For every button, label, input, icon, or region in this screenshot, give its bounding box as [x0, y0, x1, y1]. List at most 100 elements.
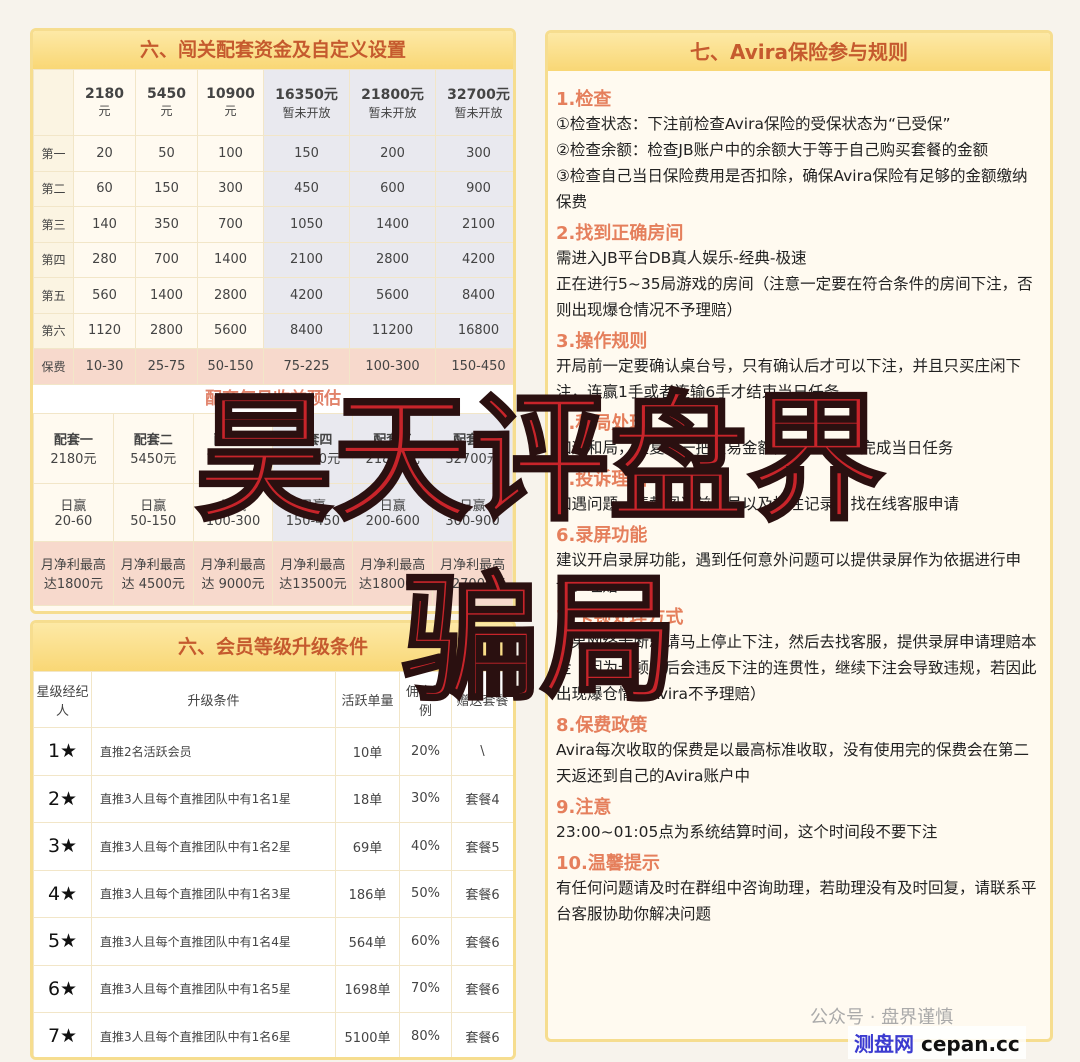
cell: 20 [73, 135, 136, 172]
column-header: 赠送套餐 [451, 671, 513, 728]
package-text: 日赢 [60, 499, 87, 514]
package-cell: 月净利最高 达18000元 [352, 540, 434, 606]
package-cell: 日赢 100-300 [192, 482, 274, 542]
cell: 5★ [33, 917, 92, 966]
cell: 25-75 [135, 348, 198, 385]
rule-text: Avira每次收取的保费是以最高标准收取，没有使用完的保费会在第二天返还到自己的… [556, 741, 1030, 785]
cell: 80% [399, 1012, 452, 1057]
cell: 20% [399, 727, 452, 776]
data-row: 第三 140 350 700 1050 1400 2100 [33, 206, 513, 243]
package-text: 达 9000元 [201, 577, 265, 592]
cell: 5600 [197, 312, 264, 349]
cell: 564单 [335, 917, 400, 966]
data-row: 第一 20 50 100 150 200 300 [33, 135, 513, 172]
package-text: 日赢 [220, 499, 247, 514]
column-header: 活跃单量 [335, 671, 400, 728]
column-header: 10900 元 [197, 69, 264, 136]
data-row: 第四 280 700 1400 2100 2800 4200 [33, 241, 513, 278]
cell: 直推3人且每个直推团队中有1名3星 [91, 869, 336, 918]
cell: 16800 [435, 312, 513, 349]
package-text: 日赢 [379, 499, 406, 514]
rule-heading: 4.和局处理 [556, 413, 648, 434]
package-text: 10900元 [205, 452, 261, 467]
cell: 50% [399, 869, 452, 918]
cell: 600 [349, 170, 436, 207]
cell: 直推3人且每个直推团队中有1名2星 [91, 822, 336, 871]
cell: 4★ [33, 869, 92, 918]
package-cell: 日赢 20-60 [33, 482, 114, 542]
cell: 10单 [335, 727, 400, 776]
rule-heading: 2.找到正确房间 [556, 223, 684, 244]
cell: 直推2名活跃会员 [91, 727, 336, 776]
site-cn: 测盘网 [854, 1032, 914, 1056]
rules-content: 1.检查 ①检查状态：下注前检查Avira保险的受保状态为“已受保” ②检查余额：检… [548, 71, 1050, 927]
cell: 50 [135, 135, 198, 172]
package-cell: 配套二 5450元 [112, 412, 194, 484]
cell: 60 [73, 170, 136, 207]
rule-heading: 3.操作规则 [556, 331, 648, 352]
package-text: 日赢 [140, 499, 167, 514]
cell: 280 [73, 241, 136, 278]
row-label: 保费 [33, 348, 74, 385]
cell: 2800 [349, 241, 436, 278]
cell: 18单 [335, 774, 400, 823]
package-text: 32700元 [445, 452, 500, 467]
site: cepan.cc [920, 1032, 1020, 1056]
data-row: 第六 1120 2800 5600 8400 11200 16800 [33, 312, 513, 349]
cell: 100 [197, 135, 264, 172]
data-row: 保费 10-30 25-75 50-150 75-225 100-300 150-450 [33, 348, 513, 385]
cell: 150 [263, 135, 350, 172]
member-row: 5★ 直推3人且每个直推团队中有1名4星 564单 60% 套餐6 [33, 917, 513, 966]
rule-text: ①检查状态：下注前检查Avira保险的受保状态为“已受保” [556, 115, 951, 133]
package-row: 月净利最高 达1800元 月净利最高达 4500元 月净利最高达 9000元 月净利最高… [33, 540, 513, 606]
rule-text: 开局前一定要确认桌台号，只有确认后才可以下注，并且只买庄闲下注，连赢1手或者连输… [556, 357, 1022, 401]
cell: 套餐6 [451, 1012, 513, 1057]
package-text: 达18000元 [359, 577, 427, 592]
member-row: 6★ 直推3人且每个直推团队中有1名5星 1698单 70% 套餐6 [33, 964, 513, 1013]
cell: 11200 [349, 312, 436, 349]
package-text: 配套六 [453, 433, 493, 448]
cell: 套餐5 [451, 822, 513, 871]
row-label: 第二 [33, 170, 74, 207]
package-text: 日赢 [299, 499, 326, 514]
rule-text: 如果网络卡断就请马上停止下注，然后去找客服，提供录屏申请理赔本金（因为卡顿之后会… [556, 633, 1037, 703]
column-header: 21800元 暂未开放 [349, 69, 436, 136]
cell: 900 [435, 170, 513, 207]
cell: 套餐4 [451, 774, 513, 823]
member-panel: 六、会员等级升级条件 星级经纪人 升级条件 活跃单量 佣金比例 赠送套餐 1★ 直推2名活跃… [30, 620, 516, 1060]
rule-text: 23:00~01:05点为系统结算时间，这个时间段不要下注 [556, 823, 938, 841]
cell: 140 [73, 206, 136, 243]
header-line: 32700元 [447, 87, 510, 103]
member-row: 1★ 直推2名活跃会员 10单 20% \ [33, 727, 513, 776]
cell: 30% [399, 774, 452, 823]
package-text: 150-450 [285, 514, 341, 529]
data-row: 第五 560 1400 2800 4200 5600 8400 [33, 277, 513, 314]
package-text: 配套二 [133, 433, 173, 448]
package-text: 月净利最高 [440, 558, 506, 573]
header-line: 10900 [206, 86, 255, 102]
header-line: 暂未开放 [368, 106, 417, 120]
package-text: 达 4500元 [121, 577, 185, 592]
package-text: 21800元 [365, 452, 420, 467]
column-header: 星级经纪人 [33, 671, 92, 728]
package-cell: 月净利最高达 4500元 [112, 540, 194, 606]
package-cell: 月净利最高达1800元 [33, 540, 114, 606]
package-text: 达1800元 [43, 577, 103, 592]
cell: 4200 [435, 241, 513, 278]
package-cell: 日赢 200-600 [352, 482, 434, 542]
cell: 350 [135, 206, 198, 243]
package-text: 2180元 [50, 452, 97, 467]
cell: 套餐6 [451, 964, 513, 1013]
funding-table: 2180 元 5450 元 10900 元 16350元 暂未开放 21800元 暂未开放 3270… [33, 69, 513, 385]
cell: 5600 [349, 277, 436, 314]
cell: 8400 [435, 277, 513, 314]
cell: 40% [399, 822, 452, 871]
package-text: 月净利最高 [200, 558, 266, 573]
cell: 2★ [33, 774, 92, 823]
package-text: 16350元 [285, 452, 341, 467]
rule-text: 需进入JB平台DB真人娱乐-经典-极速 [556, 249, 807, 267]
column-header: 32700元 暂未开放 [435, 69, 513, 136]
package-text: 月净利最高 [40, 558, 106, 573]
package-row: 配套一 2180元 配套二 5450元 配套三 10900元 配套四 16350元 配套五 218… [33, 412, 513, 484]
